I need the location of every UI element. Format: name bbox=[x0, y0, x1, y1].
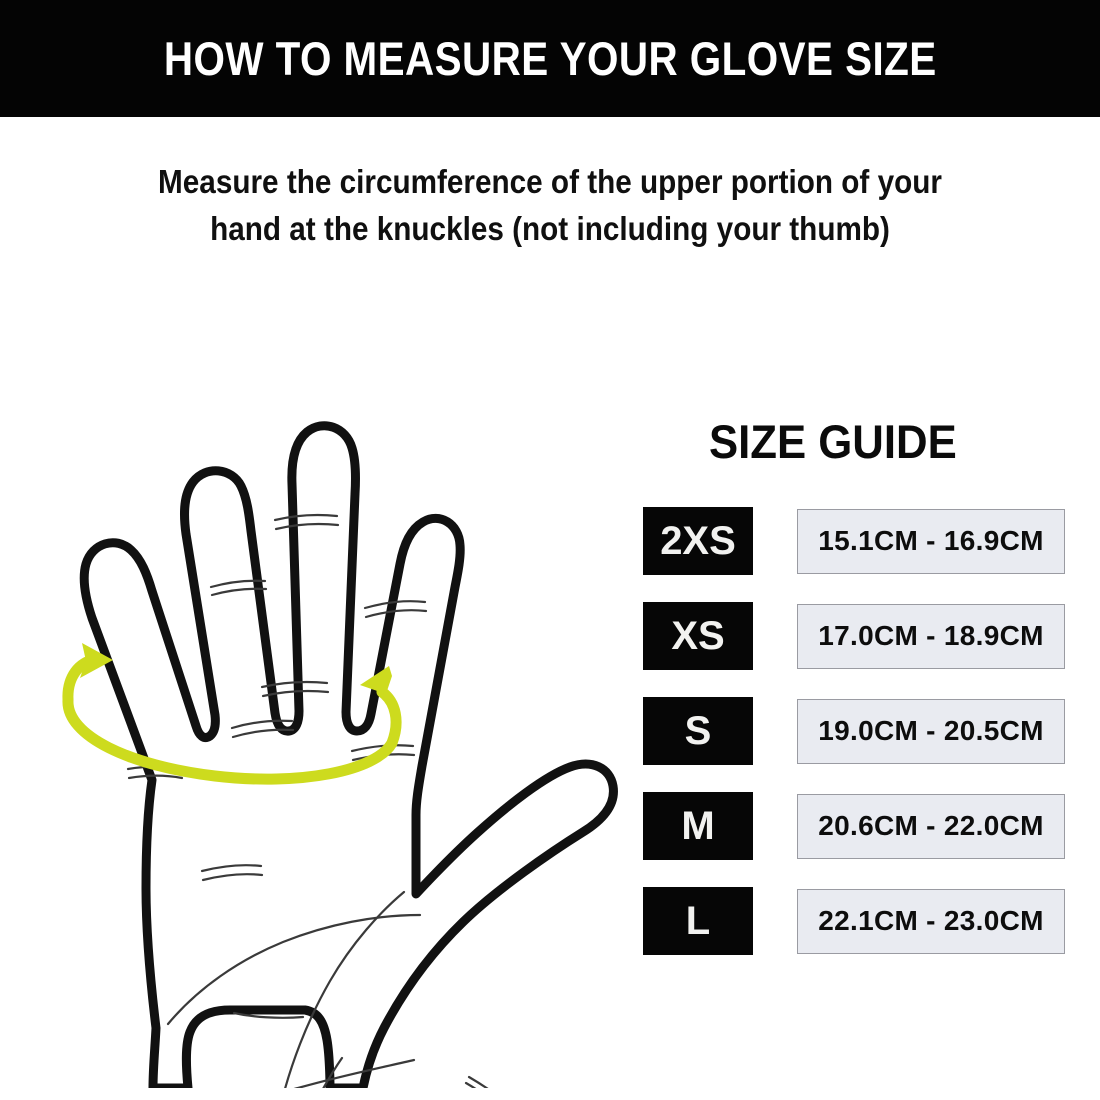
measurement-arc bbox=[62, 694, 398, 785]
hand-outline-group bbox=[79, 421, 618, 1088]
size-range-s: 19.0CM - 20.5CM bbox=[797, 698, 1065, 764]
hand-outline-path bbox=[79, 421, 618, 1088]
size-chip-s: S bbox=[643, 697, 753, 765]
hand-illustration bbox=[62, 421, 618, 1088]
arrowhead-right-tip bbox=[360, 666, 392, 694]
size-range-m: 20.6CM - 22.0CM bbox=[797, 793, 1065, 859]
page-title: HOW TO MEASURE YOUR GLOVE SIZE bbox=[163, 32, 937, 85]
size-range-xs: 17.0CM - 18.9CM bbox=[797, 603, 1065, 669]
arrowhead-left-tip bbox=[80, 643, 113, 678]
header-bar: HOW TO MEASURE YOUR GLOVE SIZE bbox=[0, 0, 1100, 117]
instruction-line-2: hand at the knuckles (not including your… bbox=[210, 210, 890, 247]
instruction-text: Measure the circumference of the upper p… bbox=[0, 158, 1100, 252]
size-chip-l: L bbox=[643, 887, 753, 955]
table-row: S 19.0CM - 20.5CM bbox=[643, 697, 1073, 765]
size-chip-2xs: 2XS bbox=[643, 507, 753, 575]
measurement-arrow-icon bbox=[62, 643, 402, 785]
size-guide-panel: SIZE GUIDE 2XS 15.1CM - 16.9CM XS 17.0CM… bbox=[643, 418, 1073, 955]
table-row: M 20.6CM - 22.0CM bbox=[643, 792, 1073, 860]
size-guide-heading: SIZE GUIDE bbox=[709, 415, 957, 468]
size-chip-xs: XS bbox=[643, 602, 753, 670]
instruction-line-1: Measure the circumference of the upper p… bbox=[158, 163, 942, 200]
size-range-2xs: 15.1CM - 16.9CM bbox=[797, 508, 1065, 574]
hand-crease-lines bbox=[126, 513, 489, 1088]
table-row: 2XS 15.1CM - 16.9CM bbox=[643, 507, 1073, 575]
size-range-l: 22.1CM - 23.0CM bbox=[797, 888, 1065, 954]
table-row: L 22.1CM - 23.0CM bbox=[643, 887, 1073, 955]
table-row: XS 17.0CM - 18.9CM bbox=[643, 602, 1073, 670]
arrowhead-right bbox=[376, 686, 402, 749]
size-chip-m: M bbox=[643, 792, 753, 860]
size-table: 2XS 15.1CM - 16.9CM XS 17.0CM - 18.9CM S… bbox=[643, 507, 1073, 955]
